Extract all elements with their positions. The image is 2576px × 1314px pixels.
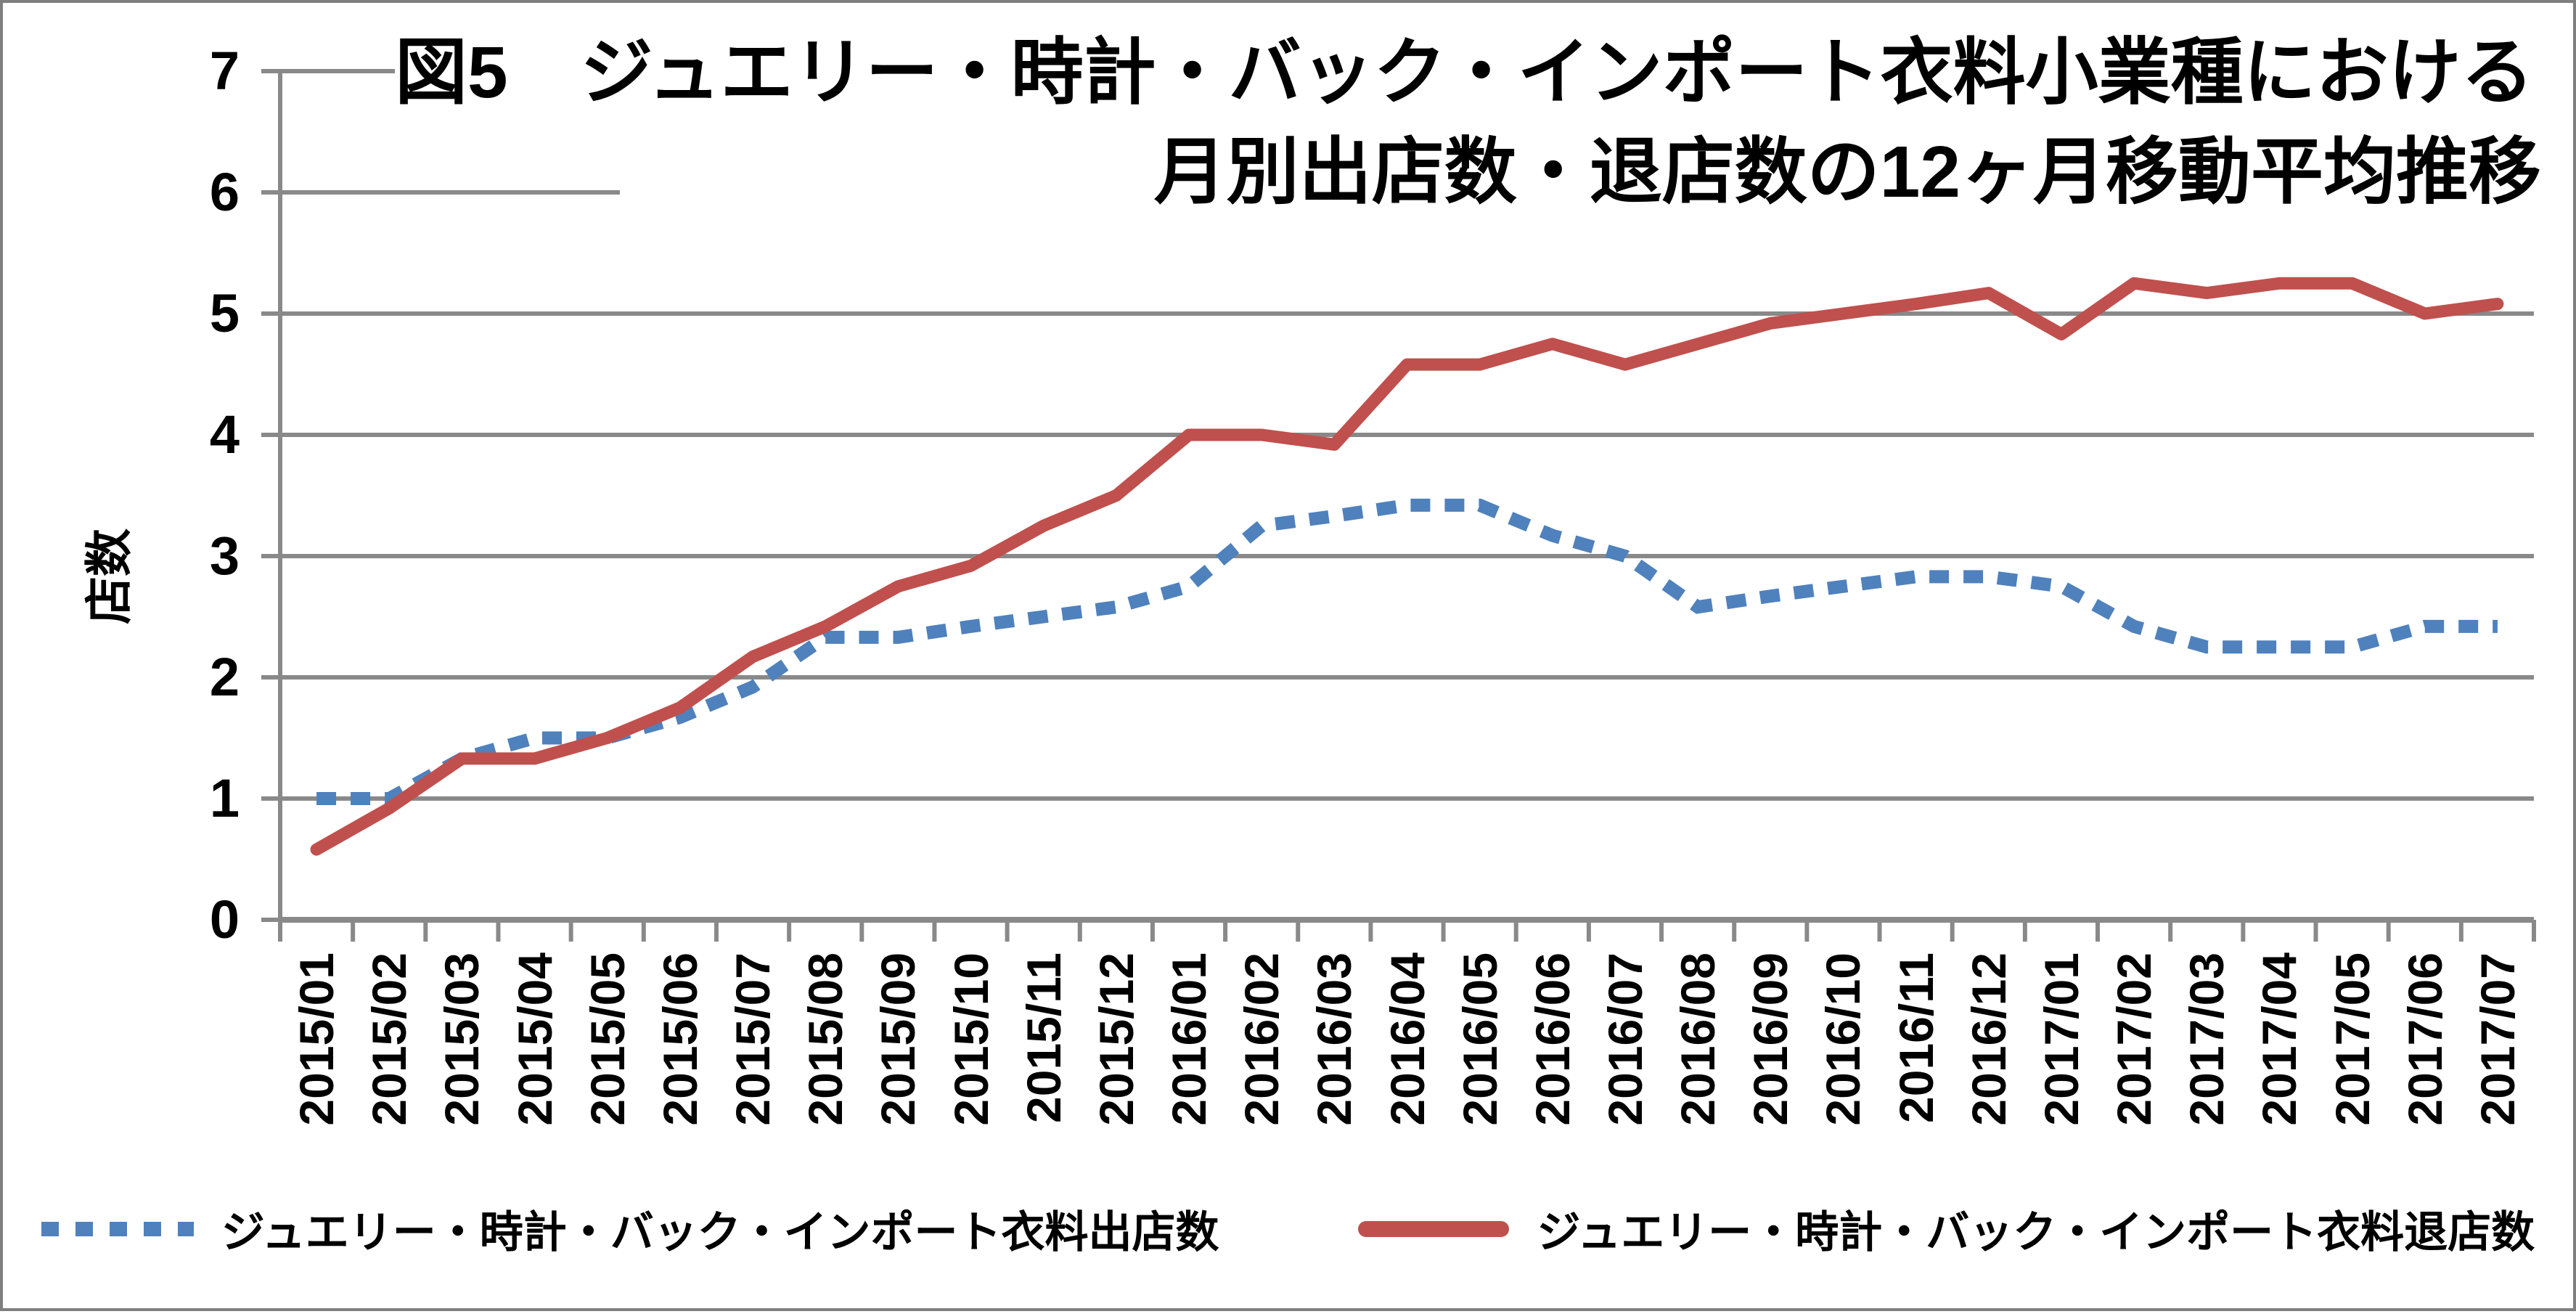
x-axis-tick-label: 2016/10: [1816, 952, 1870, 1126]
x-axis-tick-label: 2016/11: [1889, 952, 1943, 1123]
x-axis-tick-label: 2016/06: [1525, 952, 1579, 1126]
x-axis-tick-label: 2016/03: [1307, 952, 1362, 1126]
x-axis-tick-label: 2015/01: [290, 952, 344, 1126]
legend-label-openings: ジュエリー・時計・バック・インポート衣料出店数: [221, 1208, 1219, 1257]
x-axis-tick-label: 2016/02: [1235, 952, 1289, 1126]
y-axis-tick-label: 4: [209, 404, 240, 465]
x-axis-tick-label: 2015/08: [798, 952, 853, 1126]
series-line-openings: [316, 498, 2498, 805]
y-axis-tick-label: 6: [209, 162, 240, 222]
x-axis-tick-label: 2017/06: [2397, 952, 2452, 1126]
legend-marker-closings-solid-line-icon: [1357, 1220, 1509, 1237]
series-line-closings: [310, 277, 2504, 856]
x-axis-tick-label: 2017/01: [2034, 952, 2088, 1126]
legend-marker-openings-dotted-line-icon: [41, 1221, 194, 1236]
x-axis-tick-label: 2016/09: [1743, 952, 1798, 1126]
x-axis-tick-label: 2017/02: [2107, 952, 2162, 1126]
x-axis-tick-label: 2015/12: [1089, 952, 1143, 1126]
x-axis-tick-label: 2015/07: [726, 952, 780, 1126]
y-axis-tick-label: 1: [209, 768, 240, 828]
x-axis-tick-label: 2015/09: [871, 952, 925, 1126]
legend-item-closings: ジュエリー・時計・バック・インポート衣料退店数: [1357, 1197, 2535, 1260]
x-axis-tick-label: 2015/02: [362, 952, 417, 1126]
legend-item-openings: ジュエリー・時計・バック・インポート衣料出店数: [41, 1197, 1219, 1260]
y-axis-tick-label: 2: [209, 647, 240, 707]
chart-title-line2: 月別出店数・退店数の12ヶ月移動平均推移: [620, 123, 2551, 222]
chart-title-line1: 図5 ジュエリー・時計・バック・インポート衣料小業種における: [395, 23, 2540, 123]
x-axis-tick-label: 2015/05: [580, 952, 634, 1126]
y-axis-tick-label: 0: [209, 889, 240, 950]
x-axis-tick-label: 2015/10: [944, 952, 998, 1126]
x-axis-tick-label: 2015/04: [507, 952, 562, 1126]
x-axis-tick-label: 2015/11: [1016, 952, 1071, 1123]
x-axis-tick-label: 2017/03: [2180, 952, 2234, 1126]
x-axis-tick-label: 2016/07: [1598, 952, 1652, 1126]
x-axis-tick-label: 2015/06: [653, 952, 707, 1126]
y-axis-title-text: 店数: [82, 529, 136, 624]
y-axis-tick-label: 3: [209, 526, 240, 586]
y-axis-tick-label: 5: [209, 283, 240, 343]
x-axis-tick-label-wrap: 2017/07: [2471, 952, 2576, 1126]
x-axis-tick-label: 2016/08: [1671, 952, 1725, 1126]
x-axis-tick-label: 2017/04: [2252, 952, 2307, 1126]
legend: ジュエリー・時計・バック・インポート衣料出店数 ジュエリー・時計・バック・インポ…: [3, 1197, 2573, 1260]
x-axis-tick-label: 2015/03: [435, 952, 489, 1126]
x-axis-tick-label: 2017/07: [2470, 952, 2524, 1126]
legend-label-closings: ジュエリー・時計・バック・インポート衣料退店数: [1537, 1208, 2535, 1257]
x-axis-tick-label: 2016/12: [1961, 952, 2016, 1126]
x-axis-tick-label: 2017/05: [2325, 952, 2379, 1126]
x-axis-tick-label: 2016/04: [1380, 952, 1434, 1126]
x-axis-tick-label: 2016/05: [1452, 952, 1507, 1126]
y-axis-tick-label: 7: [209, 41, 240, 101]
x-axis-tick-label: 2016/01: [1162, 952, 1217, 1126]
